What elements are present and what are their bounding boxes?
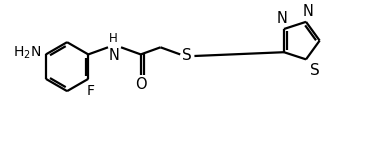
Text: F: F <box>86 84 94 98</box>
Text: N: N <box>303 4 314 19</box>
Text: S: S <box>310 62 320 77</box>
Text: N: N <box>109 48 120 63</box>
Text: H: H <box>109 32 118 45</box>
Text: O: O <box>135 77 146 92</box>
Text: H$_2$N: H$_2$N <box>13 45 41 61</box>
Text: S: S <box>182 49 192 64</box>
Text: N: N <box>276 11 287 26</box>
